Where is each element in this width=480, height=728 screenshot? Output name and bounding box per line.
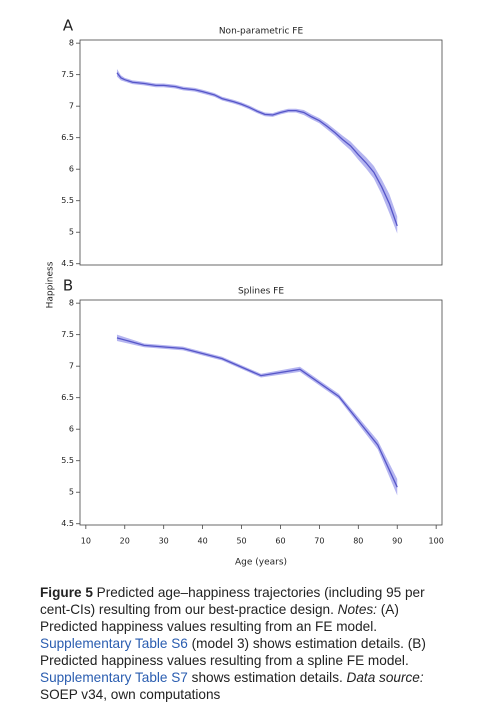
y-tick-label: 7.5 (61, 330, 74, 339)
figure-caption: Figure 5 Predicted age–happiness traject… (40, 584, 448, 703)
y-tick-label: 8 (69, 299, 74, 308)
y-tick-label: 6.5 (61, 133, 74, 142)
panel-letter: A (63, 17, 74, 35)
x-tick-label: 30 (159, 537, 169, 546)
x-tick-label: 60 (275, 537, 285, 546)
panel-title: Non-parametric FE (219, 27, 304, 37)
x-tick-label: 100 (429, 537, 444, 546)
x-tick-label: 20 (120, 537, 130, 546)
y-tick-label: 5.5 (61, 456, 74, 465)
x-axis-label: Age (years) (235, 558, 287, 568)
x-tick-label: 10 (81, 537, 91, 546)
y-tick-label: 7 (69, 362, 74, 371)
plot-frame (79, 299, 443, 526)
y-tick-label: 4.5 (61, 519, 74, 528)
trend-line (116, 337, 398, 488)
y-tick-label: 5 (69, 228, 74, 237)
panel-letter: B (63, 277, 73, 295)
confidence-band (116, 68, 398, 234)
panel-title: Splines FE (238, 287, 284, 297)
caption-link[interactable]: Supplementary Table S6 (40, 636, 188, 651)
caption-plain: shows estimation details. (187, 670, 347, 685)
caption-italic: Data source: (346, 670, 424, 685)
y-tick-label: 6 (69, 425, 74, 434)
y-tick-label: 5.5 (61, 196, 74, 205)
x-tick-label: 90 (392, 537, 402, 546)
y-tick-label: 5 (69, 488, 74, 497)
x-tick-label: 80 (353, 537, 363, 546)
caption-plain: SOEP v34, own computations (40, 687, 221, 702)
x-tick-label: 50 (236, 537, 246, 546)
caption-plain: (A) Predicted happiness values resulting… (40, 602, 399, 634)
x-tick-label: 40 (198, 537, 208, 546)
y-tick-label: 7.5 (61, 70, 74, 79)
y-tick-label: 8 (69, 39, 74, 48)
trend-line (116, 72, 398, 227)
y-tick-label: 6.5 (61, 393, 74, 402)
y-axis-label: Happiness (46, 261, 56, 308)
caption-plain: Predicted age–happiness trajectories (in… (40, 585, 425, 617)
caption-link[interactable]: Supplementary Table S7 (40, 670, 188, 685)
plot-frame (79, 39, 443, 266)
y-tick-label: 4.5 (61, 259, 74, 268)
confidence-band (116, 334, 398, 496)
caption-plain: (model 3) shows estimation details. (B) … (40, 636, 426, 668)
caption-italic: Notes: (337, 602, 377, 617)
x-tick-label: 70 (314, 537, 324, 546)
y-tick-label: 6 (69, 165, 74, 174)
figure: Happiness A Non-parametric FE 8 7.5 7 6.5 6 5.5… (46, 17, 444, 568)
y-tick-label: 7 (69, 102, 74, 111)
caption-bold: Figure 5 (40, 585, 93, 600)
